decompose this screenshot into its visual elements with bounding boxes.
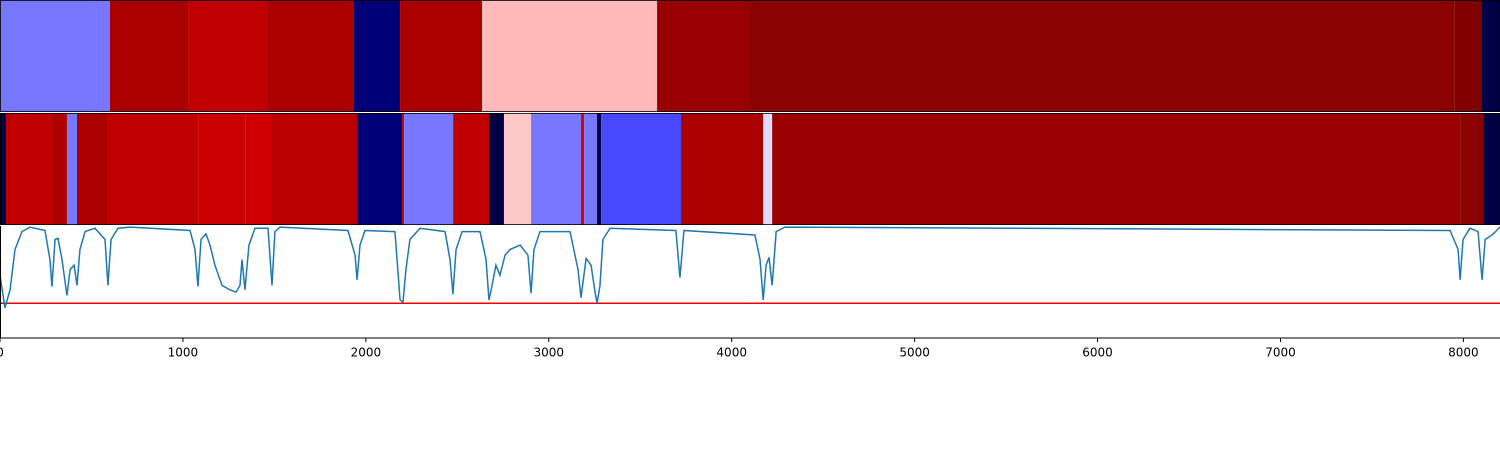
segment xyxy=(109,0,189,112)
x-tick-label: 0 xyxy=(0,346,4,360)
segment xyxy=(400,0,483,112)
segment xyxy=(657,0,750,112)
segment xyxy=(272,113,358,225)
segment xyxy=(357,113,403,225)
x-tick-label: 1000 xyxy=(168,346,199,360)
segment xyxy=(1454,0,1482,112)
segment xyxy=(245,113,273,225)
x-tick-label: 6000 xyxy=(1082,346,1113,360)
x-tick-label: 7000 xyxy=(1265,346,1296,360)
segment xyxy=(750,0,1455,112)
segment xyxy=(1483,113,1500,225)
segment xyxy=(107,113,199,225)
segment xyxy=(1481,0,1500,112)
segment xyxy=(404,113,454,225)
segment xyxy=(402,113,405,225)
segment xyxy=(763,113,773,225)
segment xyxy=(77,113,108,225)
segment xyxy=(580,113,585,225)
segment xyxy=(772,113,1461,225)
x-tick-label: 4000 xyxy=(716,346,747,360)
x-tick-label: 8000 xyxy=(1448,346,1479,360)
segment xyxy=(51,113,67,225)
segment xyxy=(681,113,764,225)
segment xyxy=(198,113,246,225)
segment xyxy=(0,113,7,225)
segment xyxy=(66,113,78,225)
segment xyxy=(597,113,602,225)
segment xyxy=(601,113,682,225)
x-tick-label: 3000 xyxy=(534,346,565,360)
x-tick-label: 5000 xyxy=(899,346,930,360)
segment xyxy=(453,113,489,225)
segment xyxy=(188,0,268,112)
x-tick-label: 2000 xyxy=(351,346,382,360)
segment xyxy=(531,113,581,225)
segment xyxy=(584,113,598,225)
segment xyxy=(1460,113,1484,225)
segment xyxy=(482,0,658,112)
segment xyxy=(0,0,110,112)
data-line xyxy=(0,226,1500,308)
segment xyxy=(267,0,354,112)
segment xyxy=(6,113,52,225)
segment xyxy=(353,0,401,112)
segment xyxy=(488,113,504,225)
segment xyxy=(503,113,532,225)
